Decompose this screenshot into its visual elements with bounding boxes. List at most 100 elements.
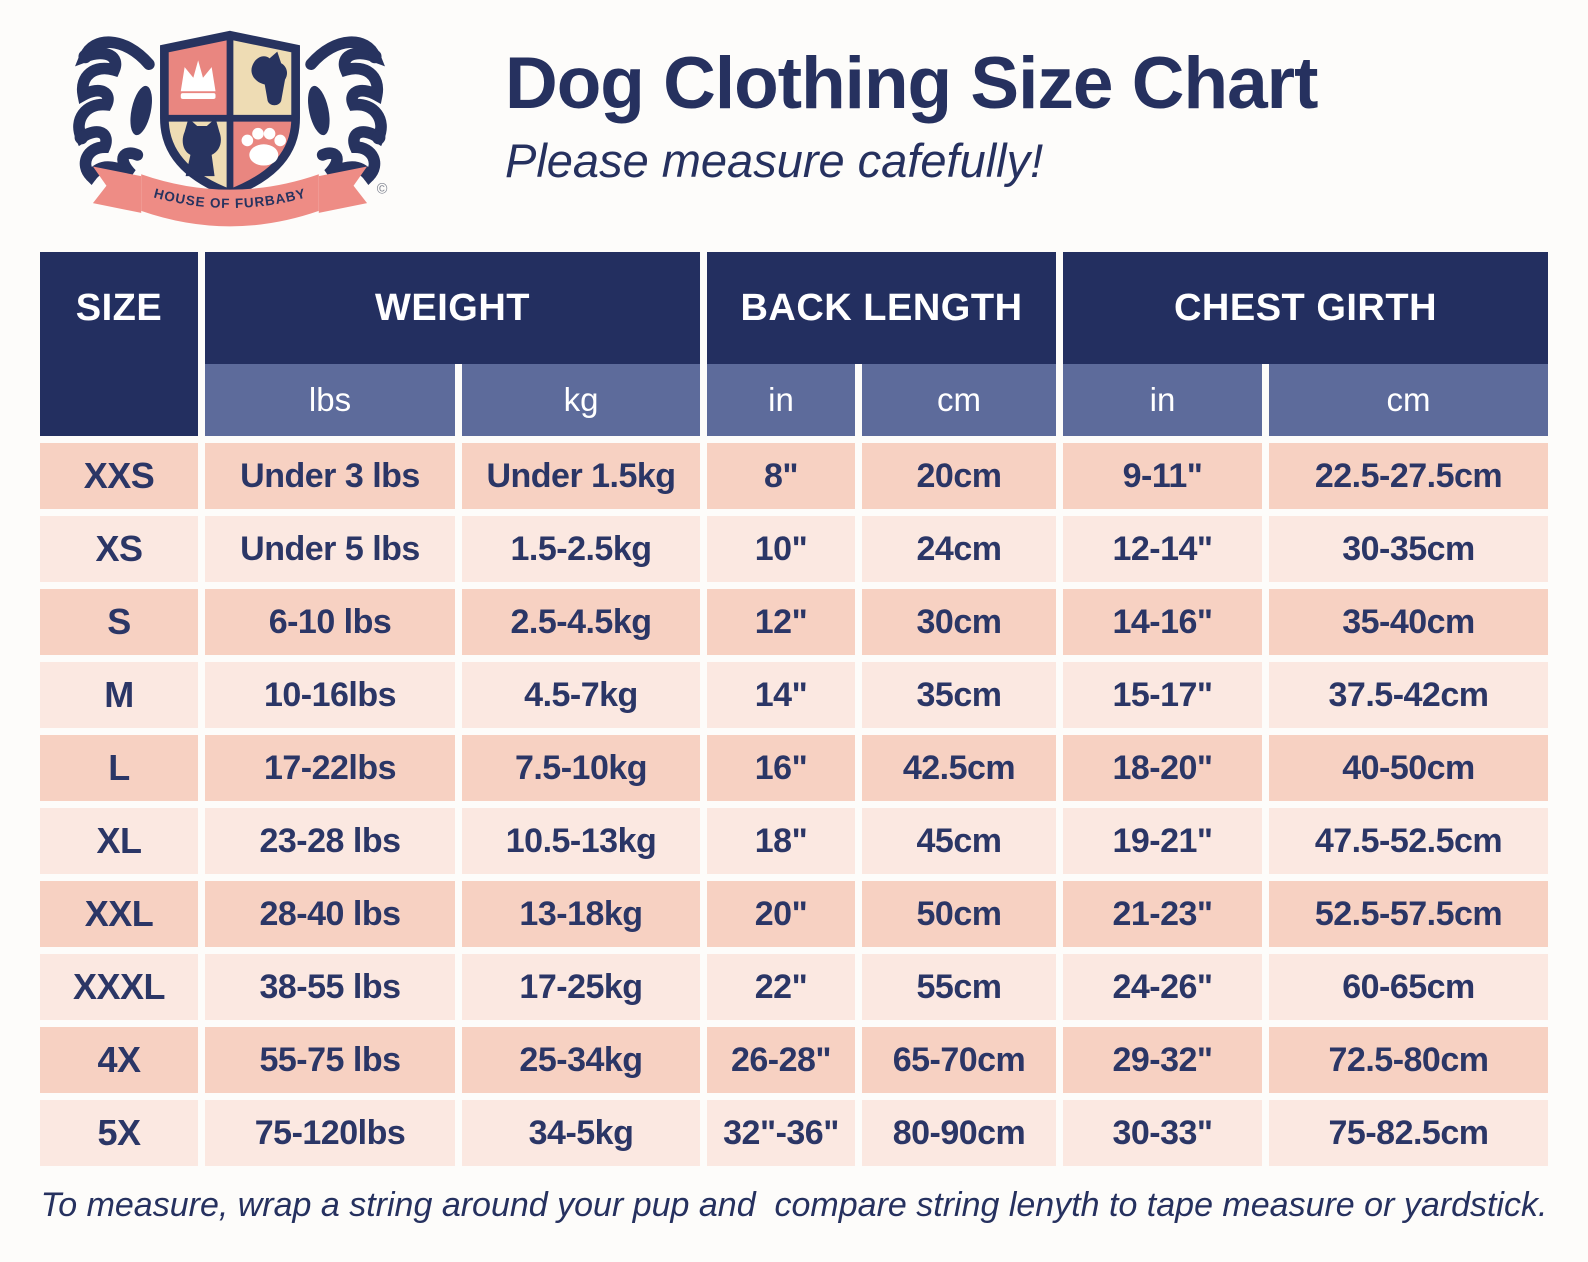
cell-back-length-in: 26-28" <box>707 1027 855 1093</box>
paw-icon <box>241 127 286 166</box>
cell-weight-lbs: 75-120lbs <box>205 1100 455 1166</box>
cell-back-length-cm: 50cm <box>862 881 1056 947</box>
cell-chest-girth-cm: 35-40cm <box>1269 589 1548 655</box>
size-chart-table: SIZE WEIGHT BACK LENGTH CHEST GIRTH lbs … <box>40 252 1548 1166</box>
subheader-chest-cm: cm <box>1269 364 1548 436</box>
cell-chest-girth-in: 21-23" <box>1063 881 1262 947</box>
cell-size: 4X <box>40 1027 198 1093</box>
header-chest-girth-label: CHEST GIRTH <box>1173 286 1438 329</box>
cell-chest-girth-cm: 75-82.5cm <box>1269 1100 1548 1166</box>
cell-weight-kg: 34-5kg <box>462 1100 700 1166</box>
cell-weight-lbs: Under 3 lbs <box>205 443 455 509</box>
cell-weight-kg: Under 1.5kg <box>462 443 700 509</box>
cell-chest-girth-in: 24-26" <box>1063 954 1262 1020</box>
cell-chest-girth-in: 9-11" <box>1063 443 1262 509</box>
cell-weight-kg: 7.5-10kg <box>462 735 700 801</box>
cell-size: M <box>40 662 198 728</box>
cell-chest-girth-in: 12-14" <box>1063 516 1262 582</box>
cell-size: XL <box>40 808 198 874</box>
cell-chest-girth-cm: 40-50cm <box>1269 735 1548 801</box>
cell-back-length-in: 8" <box>707 443 855 509</box>
dog-icon <box>251 51 288 106</box>
cell-back-length-cm: 65-70cm <box>862 1027 1056 1093</box>
header-back-length-label: BACK LENGTH <box>740 286 1023 329</box>
cell-chest-girth-cm: 47.5-52.5cm <box>1269 808 1548 874</box>
cell-back-length-cm: 30cm <box>862 589 1056 655</box>
cell-chest-girth-cm: 60-65cm <box>1269 954 1548 1020</box>
ribbon-banner: HOUSE OF FURBABY <box>92 166 368 227</box>
subheader-back-cm: cm <box>862 364 1056 436</box>
header-back-length: BACK LENGTH <box>707 252 1056 364</box>
cell-chest-girth-cm: 72.5-80cm <box>1269 1027 1548 1093</box>
cell-weight-kg: 25-34kg <box>462 1027 700 1093</box>
cell-chest-girth-in: 19-21" <box>1063 808 1262 874</box>
page-title: Dog Clothing Size Chart <box>505 43 1318 124</box>
cell-weight-lbs: 6-10 lbs <box>205 589 455 655</box>
cell-size: XXXL <box>40 954 198 1020</box>
page-subtitle: Please measure cafefully! <box>505 133 1044 187</box>
crest-logo-icon: HOUSE OF FURBABY © <box>55 30 405 227</box>
cell-weight-kg: 1.5-2.5kg <box>462 516 700 582</box>
cell-chest-girth-in: 30-33" <box>1063 1100 1262 1166</box>
cell-size: L <box>40 735 198 801</box>
cell-back-length-cm: 24cm <box>862 516 1056 582</box>
cell-back-length-cm: 20cm <box>862 443 1056 509</box>
subheader-back-in: in <box>707 364 855 436</box>
cell-chest-girth-in: 15-17" <box>1063 662 1262 728</box>
cell-weight-kg: 17-25kg <box>462 954 700 1020</box>
cat-icon <box>182 118 221 177</box>
cell-back-length-in: 18" <box>707 808 855 874</box>
cell-chest-girth-in: 18-20" <box>1063 735 1262 801</box>
header-size: SIZE <box>40 252 198 436</box>
subheader-chest-in: in <box>1063 364 1262 436</box>
cell-weight-lbs: 55-75 lbs <box>205 1027 455 1093</box>
cell-back-length-in: 12" <box>707 589 855 655</box>
cell-back-length-cm: 80-90cm <box>862 1100 1056 1166</box>
cell-size: S <box>40 589 198 655</box>
cell-back-length-in: 32"-36" <box>707 1100 855 1166</box>
cell-size: XXL <box>40 881 198 947</box>
cell-back-length-in: 14" <box>707 662 855 728</box>
measuring-instructions: To measure, wrap a string around your pu… <box>40 1186 1548 1224</box>
cell-weight-lbs: 23-28 lbs <box>205 808 455 874</box>
cell-weight-kg: 2.5-4.5kg <box>462 589 700 655</box>
table-header: SIZE WEIGHT BACK LENGTH CHEST GIRTH lbs … <box>40 252 1548 436</box>
header-size-label: SIZE <box>75 286 163 329</box>
cell-size: 5X <box>40 1100 198 1166</box>
cell-weight-lbs: 17-22lbs <box>205 735 455 801</box>
cell-weight-lbs: 10-16lbs <box>205 662 455 728</box>
cell-weight-lbs: Under 5 lbs <box>205 516 455 582</box>
cell-back-length-in: 10" <box>707 516 855 582</box>
house-of-furbaby-logo: HOUSE OF FURBABY © <box>55 14 405 236</box>
copyright-symbol: © <box>377 182 388 198</box>
cell-chest-girth-cm: 22.5-27.5cm <box>1269 443 1548 509</box>
cell-back-length-cm: 35cm <box>862 662 1056 728</box>
cell-back-length-cm: 45cm <box>862 808 1056 874</box>
cell-size: XS <box>40 516 198 582</box>
cell-weight-kg: 13-18kg <box>462 881 700 947</box>
cell-back-length-in: 16" <box>707 735 855 801</box>
cell-size: XXS <box>40 443 198 509</box>
cell-back-length-in: 22" <box>707 954 855 1020</box>
crown-icon <box>180 60 216 99</box>
cell-weight-lbs: 38-55 lbs <box>205 954 455 1020</box>
header-weight: WEIGHT <box>205 252 700 364</box>
subheader-weight-lbs: lbs <box>205 364 455 436</box>
cell-back-length-cm: 55cm <box>862 954 1056 1020</box>
title-block: Dog Clothing Size Chart Please measure c… <box>505 43 1525 188</box>
cell-weight-kg: 10.5-13kg <box>462 808 700 874</box>
cell-chest-girth-in: 14-16" <box>1063 589 1262 655</box>
header-weight-label: WEIGHT <box>375 286 530 329</box>
cell-weight-lbs: 28-40 lbs <box>205 881 455 947</box>
cell-chest-girth-cm: 37.5-42cm <box>1269 662 1548 728</box>
subheader-weight-kg: kg <box>462 364 700 436</box>
cell-chest-girth-in: 29-32" <box>1063 1027 1262 1093</box>
header-chest-girth: CHEST GIRTH <box>1063 252 1548 364</box>
cell-weight-kg: 4.5-7kg <box>462 662 700 728</box>
cell-back-length-cm: 42.5cm <box>862 735 1056 801</box>
shield-icon <box>160 30 300 199</box>
cell-chest-girth-cm: 30-35cm <box>1269 516 1548 582</box>
cell-chest-girth-cm: 52.5-57.5cm <box>1269 881 1548 947</box>
cell-back-length-in: 20" <box>707 881 855 947</box>
table-body: XXS Under 3 lbs Under 1.5kg 8" 20cm 9-11… <box>40 443 1548 1166</box>
